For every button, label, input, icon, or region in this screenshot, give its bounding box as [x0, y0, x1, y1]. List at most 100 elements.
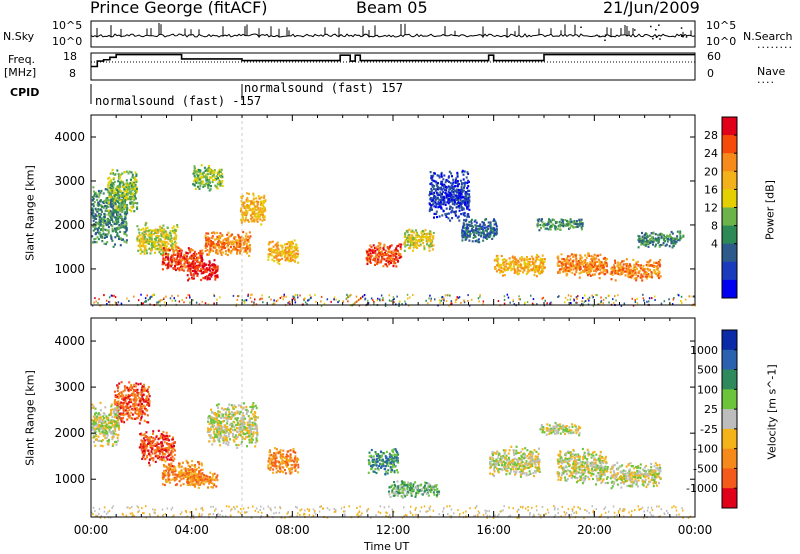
power-cell: [210, 267, 213, 270]
power-cell: [103, 242, 106, 245]
velocity-cell: [142, 399, 145, 402]
power-cell: [614, 295, 616, 298]
power-cell: [379, 253, 382, 256]
power-cell: [606, 269, 609, 272]
power-cell: [150, 240, 153, 243]
velocity-cell: [141, 402, 143, 405]
power-cell: [468, 193, 471, 196]
power-cell: [676, 235, 679, 238]
power-cell: [162, 262, 165, 265]
power-cell: [109, 202, 112, 205]
power-cell: [179, 254, 182, 257]
power-cell: [360, 297, 362, 300]
power-cell: [151, 295, 153, 298]
power-cell: [98, 298, 100, 301]
power-cell: [367, 302, 370, 305]
power-cell: [433, 180, 436, 183]
power-cell: [252, 198, 255, 201]
power-cell: [649, 259, 652, 262]
power-cell: [428, 297, 430, 300]
power-cell: [110, 181, 113, 184]
power-cell: [641, 242, 644, 245]
power-cell: [613, 270, 615, 273]
power-cell: [154, 228, 157, 231]
power-cell: [502, 264, 505, 267]
power-cell: [641, 236, 644, 239]
power-cell: [654, 270, 657, 273]
power-cell: [162, 258, 165, 261]
power-cell: [216, 231, 219, 234]
power-cell: [398, 302, 400, 305]
power-cell: [117, 218, 120, 221]
power-cell: [591, 263, 593, 266]
power-cell: [509, 301, 511, 304]
velocity-cell: [141, 388, 144, 391]
power-cell: [569, 218, 572, 221]
power-cell: [561, 261, 564, 264]
power-cell: [207, 186, 210, 189]
velocity-cell: [138, 422, 141, 425]
velocity-cell: [139, 443, 142, 446]
power-cell: [422, 229, 424, 233]
power-cell: [128, 186, 131, 189]
power-cell: [163, 236, 165, 239]
power-cell: [214, 244, 217, 247]
power-cell: [503, 274, 506, 277]
power-cell: [681, 301, 683, 304]
power-cell: [237, 240, 240, 243]
power-cell: [382, 265, 385, 268]
power-cell: [161, 268, 164, 271]
power-cell: [655, 243, 657, 246]
power-cell: [527, 267, 530, 270]
power-cell: [206, 253, 209, 256]
power-cell: [386, 257, 389, 260]
power-cell: [663, 300, 666, 303]
power-cell: [455, 177, 458, 180]
power-cell: [443, 174, 446, 177]
power-cell: [442, 203, 445, 206]
power-cell: [478, 241, 481, 244]
power-cell: [290, 240, 293, 243]
power-cell: [119, 210, 122, 213]
power-cell: [203, 268, 206, 271]
power-cell: [564, 263, 567, 266]
power-cell: [482, 239, 485, 242]
power-cell: [496, 259, 499, 262]
velocity-cell: [120, 401, 123, 404]
power-cell: [601, 262, 604, 265]
power-cell: [565, 274, 568, 277]
power-cell: [528, 269, 531, 272]
power-cell: [648, 239, 651, 242]
power-cell: [462, 225, 465, 228]
power-cell: [412, 249, 414, 252]
power-cell: [495, 254, 498, 258]
power-cell: [621, 266, 624, 269]
power-cell: [128, 192, 131, 195]
power-cell: [516, 273, 519, 276]
power-cell: [526, 262, 529, 266]
power-cell: [435, 212, 438, 216]
power-cell: [582, 297, 584, 299]
power-cell: [108, 214, 111, 217]
power-cell: [108, 300, 111, 303]
power-cell: [463, 184, 466, 187]
power-cell: [197, 170, 200, 174]
power-cell: [94, 228, 96, 231]
power-cell: [592, 256, 595, 259]
power-cell: [259, 210, 262, 213]
power-cell: [600, 264, 603, 267]
velocity-cell: [147, 390, 150, 393]
power-cell: [197, 264, 200, 267]
power-cell: [642, 240, 645, 243]
velocity-cell: [142, 404, 145, 407]
power-cell: [182, 269, 185, 272]
power-cell: [123, 231, 126, 234]
power-cell: [483, 232, 485, 235]
power-cell: [270, 248, 273, 252]
power-cell: [584, 254, 587, 257]
power-cell: [248, 254, 251, 257]
power-cell: [284, 243, 286, 246]
power-cell: [94, 297, 96, 300]
power-cell: [380, 259, 383, 262]
power-cell: [186, 265, 189, 268]
